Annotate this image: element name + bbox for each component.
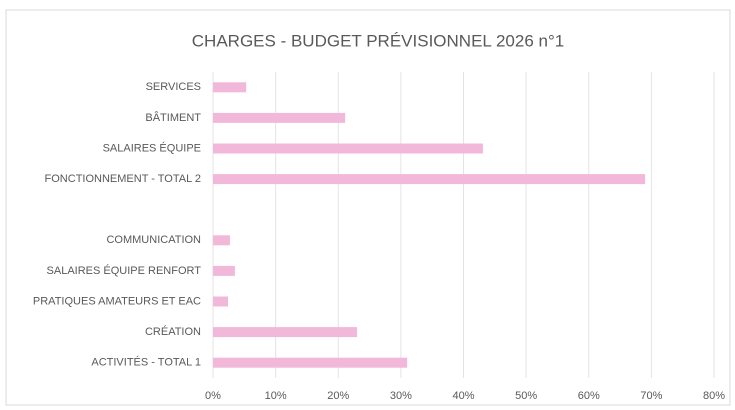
bar [213,265,235,276]
y-tick-label: COMMUNICATION [106,234,201,246]
bar [213,82,247,93]
bar [213,357,408,368]
x-tick-label: 10% [265,390,287,402]
chart-title: CHARGES - BUDGET PRÉVISIONNEL 2026 n°1 [192,31,564,50]
x-tick-label: 70% [640,390,662,402]
bar [213,296,229,307]
y-tick-label: CRÉATION [145,325,201,338]
y-tick-label: ACTIVITÉS - TOTAL 1 [91,356,201,369]
x-tick-label: 50% [515,390,537,402]
x-tick-label: 0% [205,390,221,402]
chart-border [5,9,731,406]
y-tick-label: SALAIRES ÉQUIPE [103,141,201,154]
y-tick-label: SALAIRES ÉQUIPE RENFORT [47,264,202,277]
bar [213,143,483,154]
y-tick-label: PRATIQUES AMATEURS ET EAC [33,295,201,307]
x-tick-label: 80% [703,390,725,402]
y-tick-label: SERVICES [146,81,201,93]
x-tick-label: 30% [390,390,412,402]
y-tick-label: FONCTIONNEMENT - TOTAL 2 [45,173,201,185]
bar [213,112,346,123]
bar [213,327,358,338]
x-tick-label: 40% [452,390,474,402]
x-tick-label: 60% [578,390,600,402]
bar [213,235,230,246]
bar [213,174,646,185]
y-tick-label: BÂTIMENT [145,111,201,124]
x-tick-label: 20% [327,390,349,402]
